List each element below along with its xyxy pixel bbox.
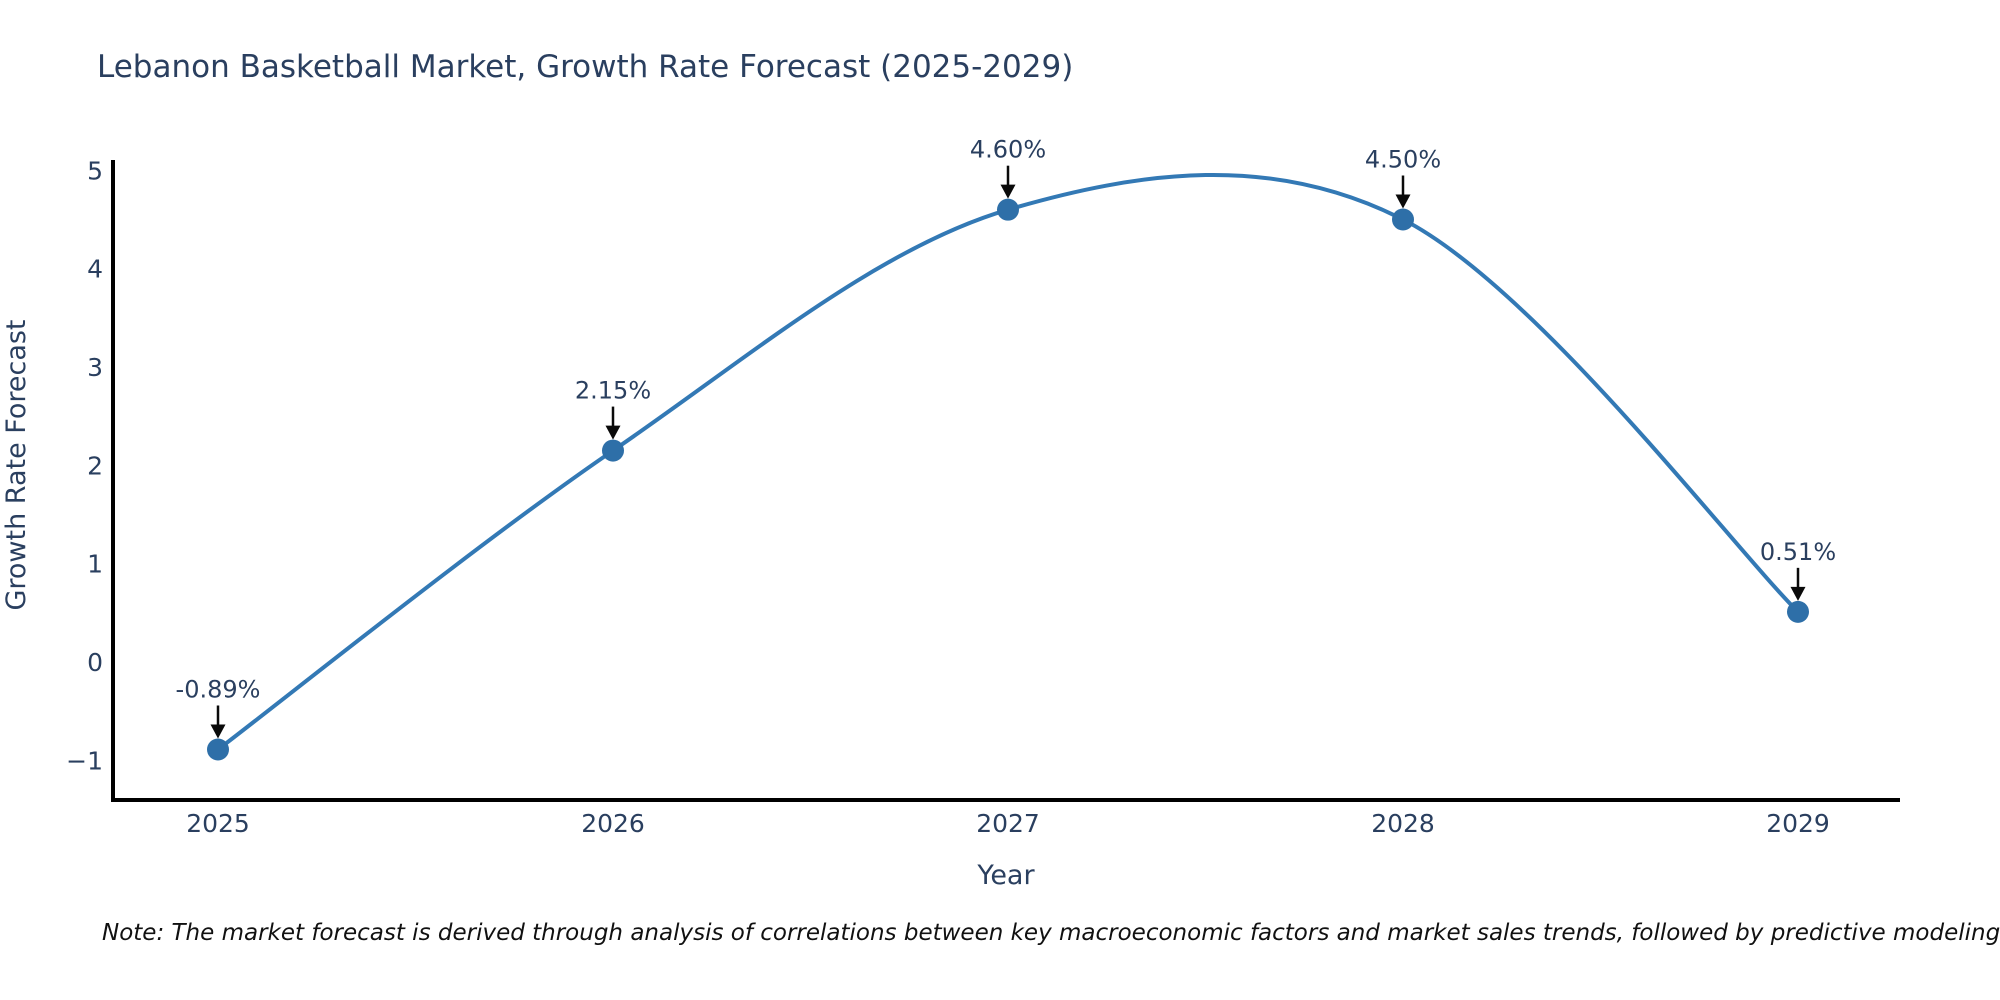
y-tick-label: −1 <box>66 746 103 775</box>
annotation-arrowhead <box>210 724 226 739</box>
x-axis-title: Year <box>976 860 1035 891</box>
x-tick-label: 2026 <box>581 809 645 838</box>
annotation-label: -0.89% <box>176 676 261 704</box>
y-tick-label: 1 <box>87 550 103 579</box>
x-tick-label: 2028 <box>1371 809 1435 838</box>
annotation-label: 0.51% <box>1760 538 1836 566</box>
chart-title: Lebanon Basketball Market, Growth Rate F… <box>97 49 1073 85</box>
data-point <box>602 439 624 462</box>
x-tick-label: 2025 <box>186 809 250 838</box>
annotation-arrowhead <box>1000 184 1016 199</box>
data-point <box>207 738 229 761</box>
data-point-markers <box>207 198 1809 761</box>
y-tick-label: 4 <box>87 255 103 284</box>
data-point <box>1392 208 1414 231</box>
axes-spines <box>111 160 1900 802</box>
annotation-arrowhead <box>605 425 621 440</box>
x-tick-label: 2027 <box>976 809 1040 838</box>
x-tick-label: 2029 <box>1766 809 1830 838</box>
x-axis-tick-labels: 2025 2026 2027 2028 2029 <box>186 809 1830 838</box>
data-point <box>997 198 1019 221</box>
annotation-label: 4.60% <box>970 136 1046 164</box>
y-tick-label: 0 <box>87 648 103 677</box>
footnote: Note: The market forecast is derived thr… <box>102 920 2000 946</box>
data-point <box>1787 600 1809 623</box>
y-tick-label: 5 <box>87 156 103 185</box>
series-line <box>216 172 1800 752</box>
y-axis-title: Growth Rate Forecast <box>1 319 32 610</box>
y-tick-label: 3 <box>87 353 103 382</box>
annotation-label: 4.50% <box>1365 146 1441 174</box>
annotation-label: 2.15% <box>575 377 651 405</box>
y-tick-label: 2 <box>87 451 103 480</box>
annotation-arrowhead <box>1790 586 1806 601</box>
data-annotations: -0.89% 2.15% 4.60% 4.50% 0.51% <box>176 136 1836 739</box>
y-axis-tick-labels: 5 4 3 2 1 0 −1 <box>66 156 103 775</box>
annotation-arrowhead <box>1395 194 1411 209</box>
